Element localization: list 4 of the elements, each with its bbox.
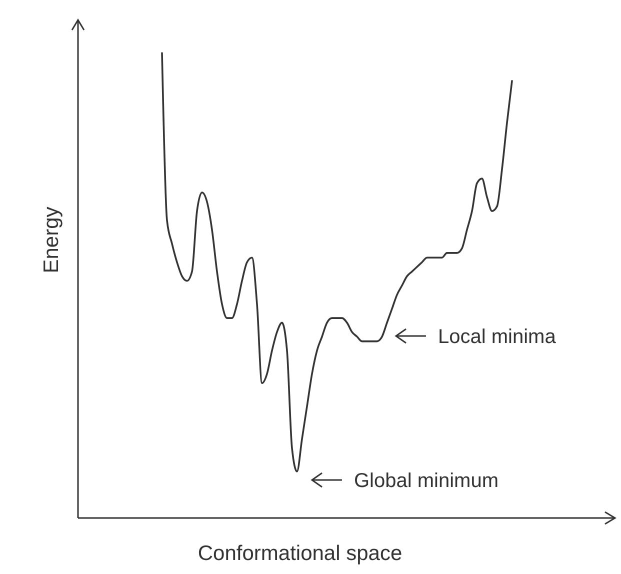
y-axis-title: Energy bbox=[40, 206, 63, 274]
x-axis-title: Conformational space bbox=[198, 542, 402, 565]
annotation: Global minimum bbox=[354, 470, 498, 492]
annotation: Local minima bbox=[438, 326, 557, 348]
